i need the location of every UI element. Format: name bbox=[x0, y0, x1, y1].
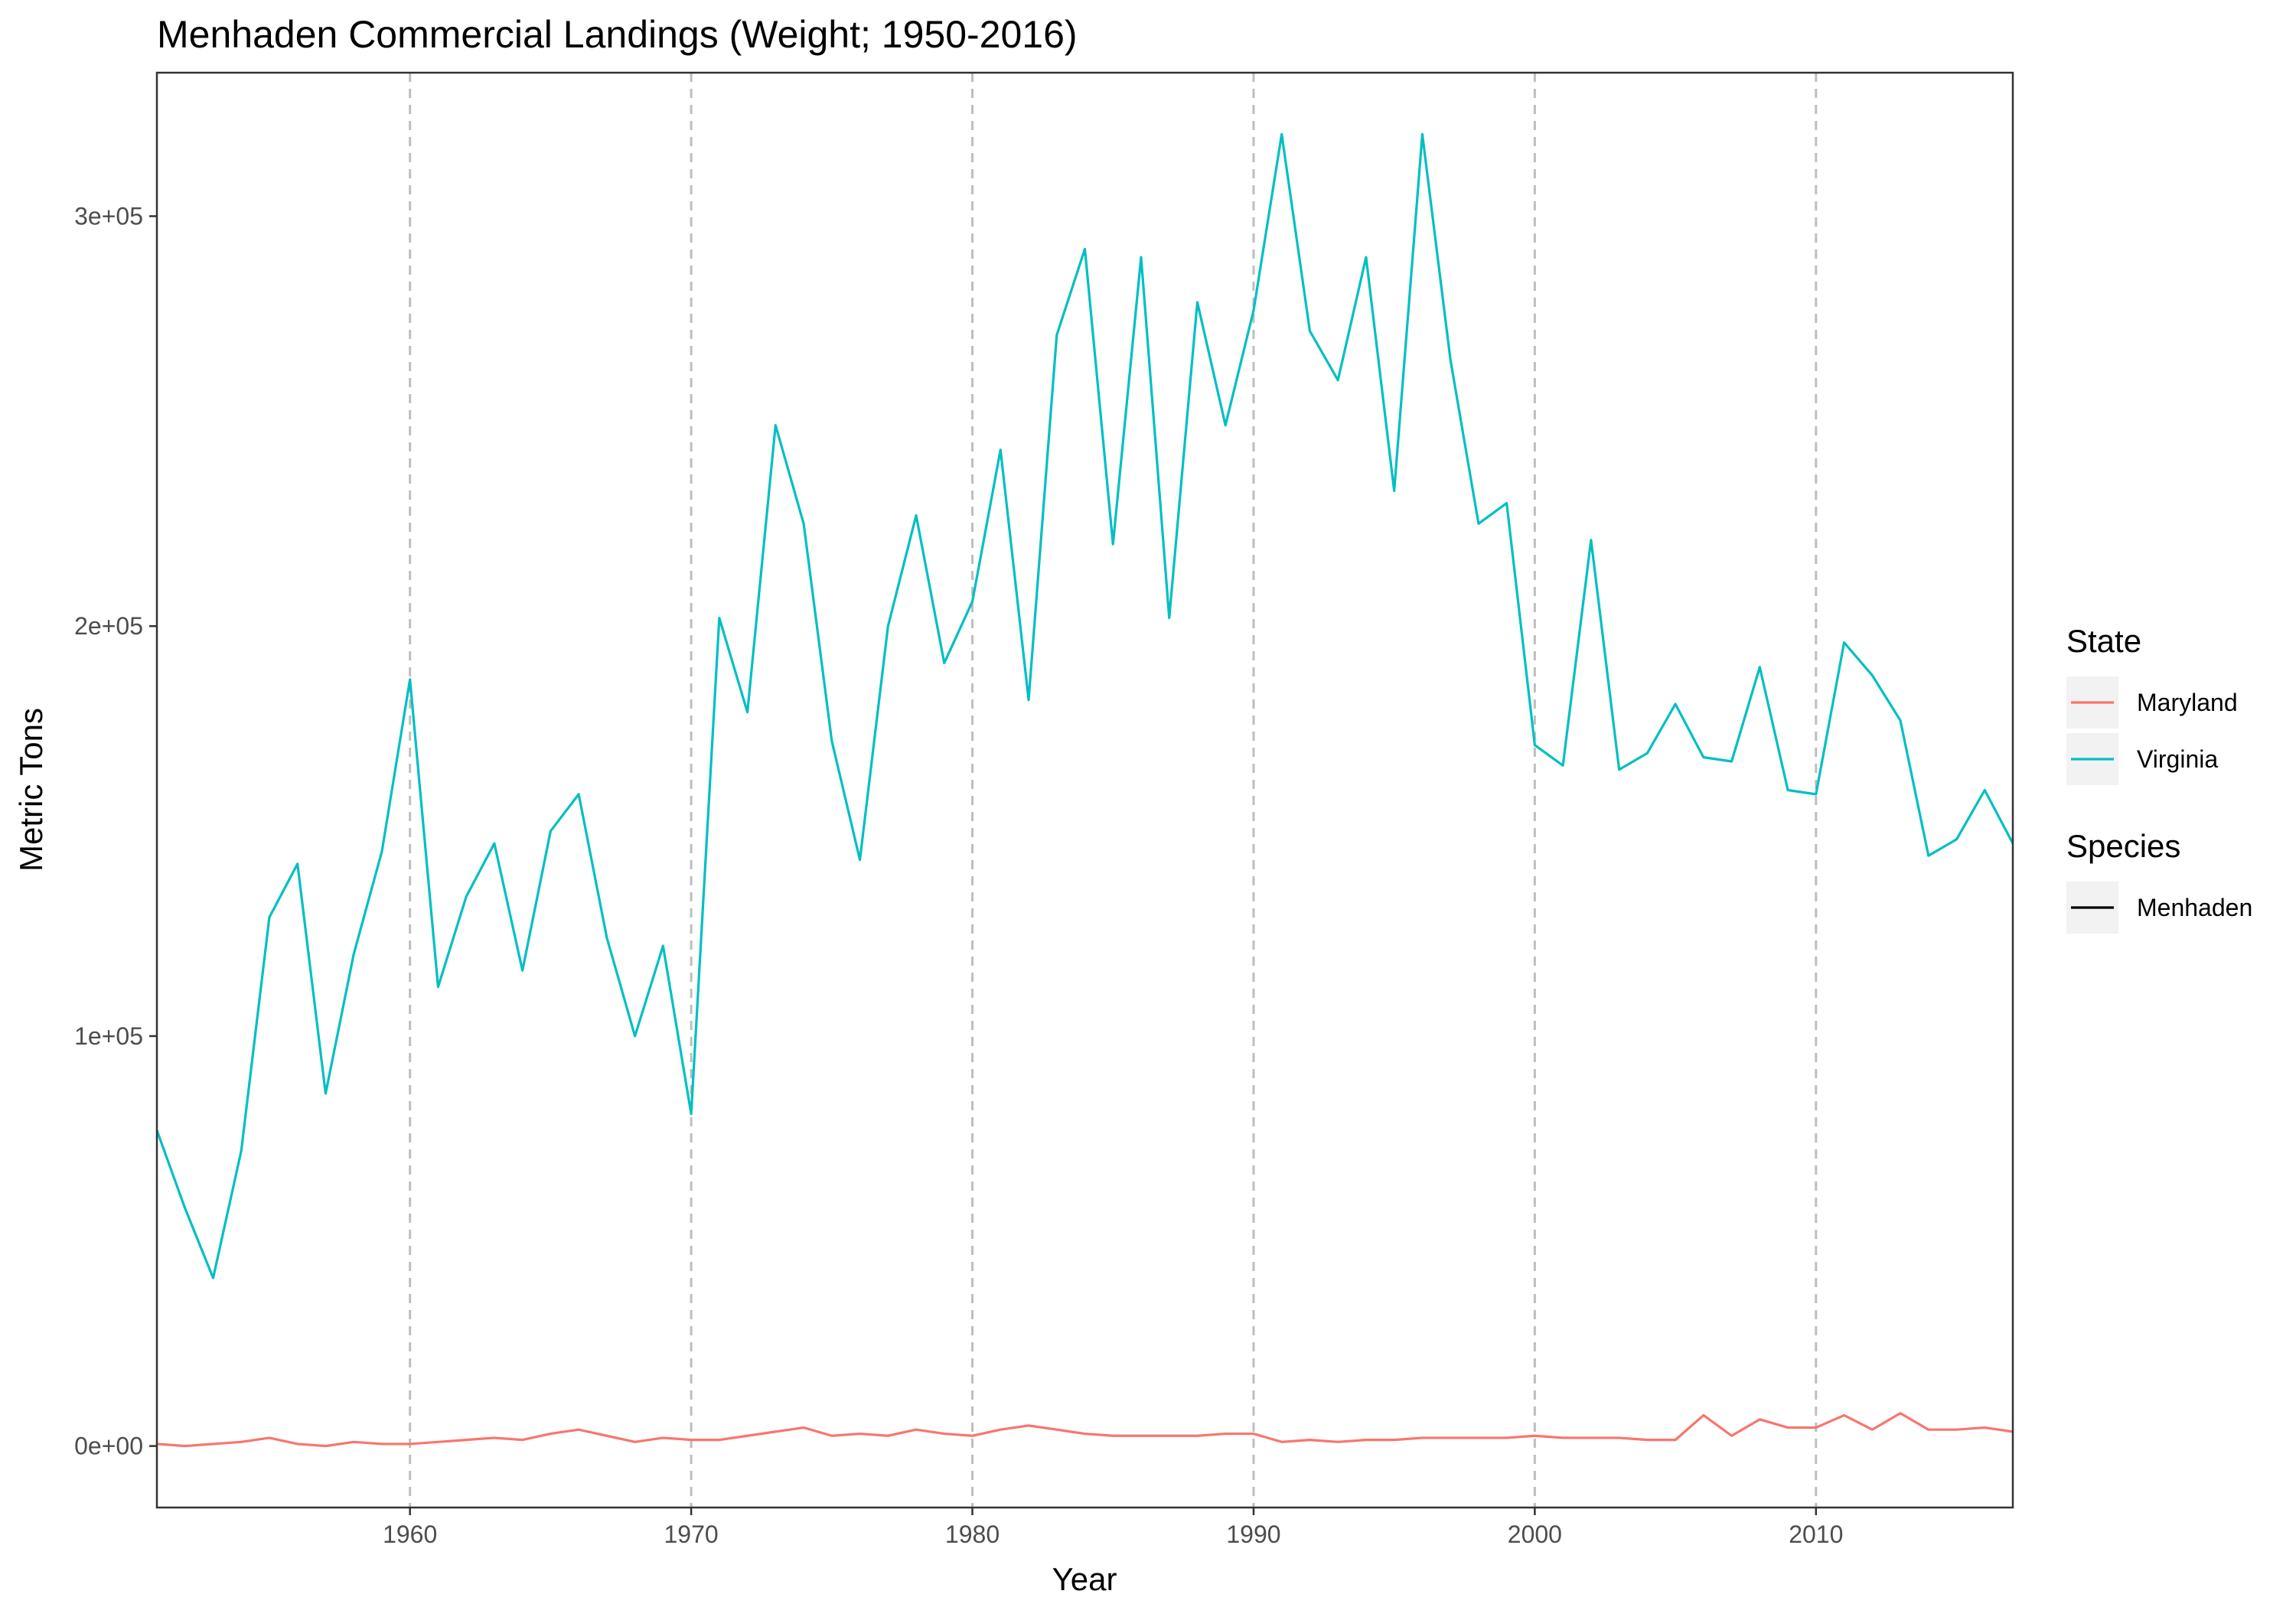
y-tick-label: 1e+05 bbox=[74, 1022, 143, 1050]
x-tick-label: 1960 bbox=[383, 1521, 437, 1548]
legend-label: Menhaden bbox=[2137, 894, 2252, 921]
legend-species: Species Menhaden bbox=[2066, 828, 2252, 934]
x-tick-label: 2000 bbox=[1508, 1521, 1562, 1548]
series-line-virginia bbox=[155, 132, 2014, 1279]
chart-title: Menhaden Commercial Landings (Weight; 19… bbox=[157, 13, 1078, 56]
x-tick-label: 2010 bbox=[1789, 1521, 1843, 1548]
legend: State Maryland Virginia Species Menhaden bbox=[2066, 623, 2252, 934]
legend-title: State bbox=[2066, 623, 2141, 659]
series-layer bbox=[155, 132, 2014, 1448]
plot-border bbox=[155, 71, 2014, 1509]
y-tick-label: 0e+00 bbox=[74, 1433, 143, 1460]
x-axis-title: Year bbox=[1052, 1561, 1117, 1597]
plot-panel bbox=[157, 73, 2013, 1508]
legend-label: Virginia bbox=[2137, 745, 2218, 773]
legend-label: Maryland bbox=[2137, 689, 2238, 716]
x-tick-label: 1980 bbox=[945, 1521, 1000, 1548]
y-tick-label: 2e+05 bbox=[74, 612, 143, 640]
y-axis: 0e+00 1e+05 2e+05 3e+05 bbox=[74, 203, 157, 1460]
x-tick-label: 1990 bbox=[1226, 1521, 1280, 1548]
x-tick-label: 1970 bbox=[664, 1521, 719, 1548]
legend-title: Species bbox=[2066, 828, 2180, 864]
series-line-maryland bbox=[156, 1412, 2014, 1448]
reference-lines bbox=[409, 73, 1818, 1508]
x-axis: 1960 1970 1980 1990 2000 2010 bbox=[383, 1508, 1843, 1548]
y-tick-label: 3e+05 bbox=[74, 203, 143, 230]
y-axis-title: Metric Tons bbox=[13, 708, 49, 872]
legend-state: State Maryland Virginia bbox=[2066, 623, 2238, 785]
